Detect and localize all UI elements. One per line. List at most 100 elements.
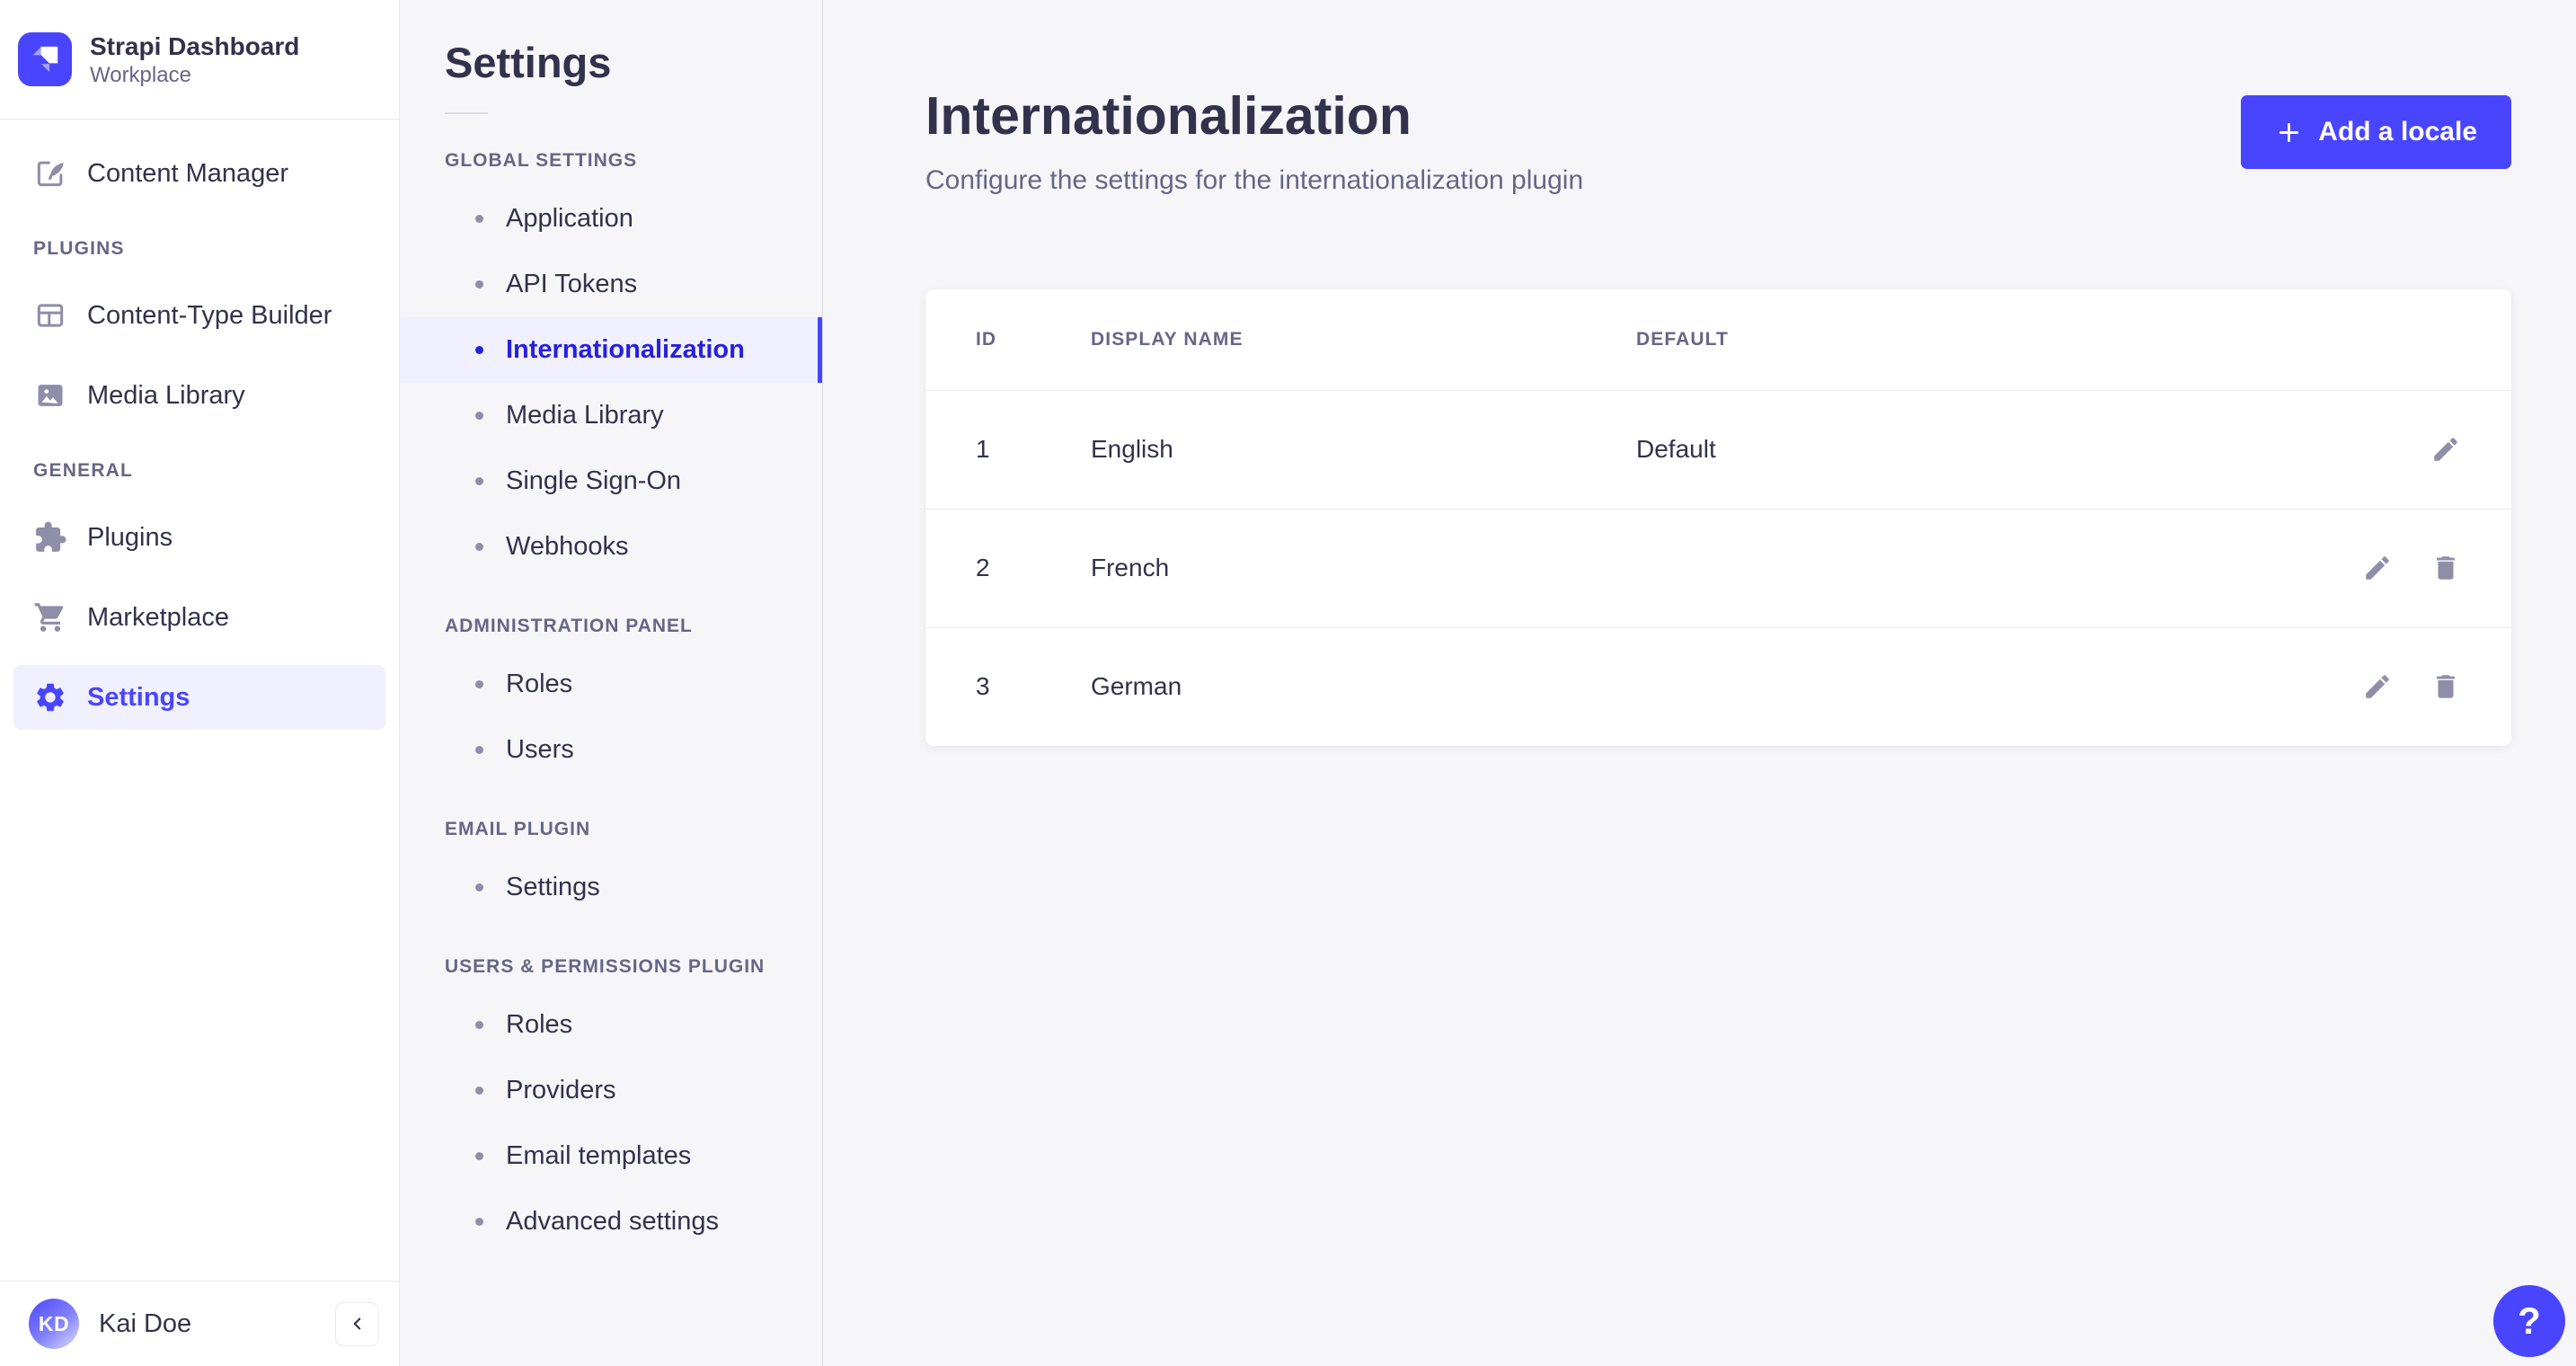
- subnav-section-email-plugin: EMAIL PLUGIN Settings: [400, 819, 822, 920]
- edit-locale-button[interactable]: [2362, 671, 2393, 702]
- subnav-title: Settings: [445, 39, 612, 86]
- row-actions: [2335, 671, 2461, 702]
- trash-icon: [2437, 675, 2455, 699]
- subnav-item-api-tokens[interactable]: API Tokens: [400, 252, 822, 317]
- column-header-default: DEFAULT: [1636, 328, 1729, 350]
- subnav-section-global-settings: GLOBAL SETTINGS Application API Tokens I…: [400, 150, 822, 580]
- table-row[interactable]: 3 German: [925, 626, 2511, 746]
- subnav-section-label: EMAIL PLUGIN: [445, 819, 591, 839]
- table-row[interactable]: 1 English Default: [925, 389, 2511, 509]
- sidebar-item-settings[interactable]: Settings: [13, 665, 385, 730]
- edit-icon: [2366, 675, 2389, 699]
- question-mark-icon: ?: [2518, 1299, 2541, 1342]
- divider: [445, 112, 488, 114]
- table-header-row: ID DISPLAY NAME DEFAULT: [925, 289, 2511, 390]
- locales-table: ID DISPLAY NAME DEFAULT 1 English Defaul…: [925, 288, 2511, 746]
- trash-icon: [2437, 556, 2455, 581]
- locale-id: 3: [976, 672, 990, 701]
- bullet-icon: [475, 346, 483, 354]
- subnav-item-roles-admin[interactable]: Roles: [400, 652, 822, 717]
- sidebar-item-label: Content-Type Builder: [87, 300, 332, 330]
- subnav-item-media-library[interactable]: Media Library: [400, 383, 822, 448]
- edit-icon: [2434, 438, 2457, 462]
- locale-display-name: French: [1091, 554, 1170, 582]
- add-locale-label: Add a locale: [2318, 117, 2477, 146]
- sidebar-item-label: Marketplace: [87, 602, 229, 632]
- cart-icon: [33, 600, 67, 634]
- column-header-id: ID: [976, 328, 997, 350]
- picture-icon: [33, 378, 67, 412]
- workspace-name: Workplace: [90, 62, 191, 87]
- subnav-section-users-permissions-plugin: USERS & PERMISSIONS PLUGIN Roles Provide…: [400, 956, 822, 1255]
- subnav-item-providers[interactable]: Providers: [400, 1058, 822, 1123]
- bullet-icon: [475, 1218, 483, 1226]
- sidebar-section-general: GENERAL: [33, 460, 134, 481]
- delete-locale-button[interactable]: [2430, 671, 2461, 702]
- locale-display-name: German: [1091, 672, 1182, 701]
- subnav-item-internationalization[interactable]: Internationalization: [400, 317, 822, 383]
- row-actions: [2335, 434, 2461, 465]
- page-subtitle: Configure the settings for the internati…: [925, 164, 1584, 195]
- page-header: Internationalization Configure the setti…: [823, 0, 2576, 196]
- bullet-icon: [475, 746, 483, 754]
- bullet-icon: [475, 883, 483, 891]
- gear-icon: [33, 680, 67, 714]
- table-row[interactable]: 2 French: [925, 508, 2511, 627]
- strapi-logo-icon: [18, 32, 72, 86]
- add-locale-button[interactable]: Add a locale: [2241, 95, 2511, 169]
- collapse-sidebar-button[interactable]: [335, 1301, 379, 1346]
- app-title: Strapi Dashboard: [90, 31, 300, 60]
- divider: [0, 119, 399, 120]
- feather-icon: [33, 156, 67, 191]
- sidebar-footer: KD Kai Doe: [0, 1281, 399, 1366]
- bullet-icon: [475, 1152, 483, 1160]
- locale-default-badge: Default: [1636, 435, 1716, 464]
- subnav-item-email-templates[interactable]: Email templates: [400, 1123, 822, 1189]
- subnav-item-email-settings[interactable]: Settings: [400, 855, 822, 920]
- subnav-section-administration-panel: ADMINISTRATION PANEL Roles Users: [400, 616, 822, 783]
- bullet-icon: [475, 543, 483, 551]
- bullet-icon: [475, 680, 483, 688]
- sidebar-item-marketplace[interactable]: Marketplace: [13, 585, 385, 650]
- delete-locale-button[interactable]: [2430, 553, 2461, 583]
- avatar-initials: KD: [38, 1311, 70, 1335]
- brand[interactable]: Strapi Dashboard Workplace: [0, 0, 399, 119]
- page-title: Internationalization: [925, 86, 1412, 146]
- column-header-display-name: DISPLAY NAME: [1091, 328, 1244, 350]
- bullet-icon: [475, 280, 483, 288]
- sidebar-item-label: Plugins: [87, 522, 173, 552]
- locale-display-name: English: [1091, 435, 1173, 464]
- sidebar-nav: Content Manager PLUGINS Content-Type Bui…: [0, 120, 399, 1281]
- edit-icon: [2366, 556, 2389, 581]
- sidebar-item-label: Settings: [87, 682, 190, 712]
- subnav-item-single-sign-on[interactable]: Single Sign-On: [400, 448, 822, 514]
- subnav-item-webhooks[interactable]: Webhooks: [400, 514, 822, 580]
- subnav-section-label: ADMINISTRATION PANEL: [445, 616, 693, 636]
- subnav-item-advanced-settings[interactable]: Advanced settings: [400, 1189, 822, 1255]
- brand-text: Strapi Dashboard Workplace: [90, 31, 299, 89]
- subnav-item-application[interactable]: Application: [400, 186, 822, 252]
- edit-locale-button[interactable]: [2430, 434, 2461, 465]
- page-header-text: Internationalization Configure the setti…: [925, 86, 1583, 196]
- sidebar-item-content-type-builder[interactable]: Content-Type Builder: [13, 283, 385, 348]
- chevron-left-icon: [346, 1312, 369, 1335]
- sidebar-item-plugins[interactable]: Plugins: [13, 505, 385, 570]
- bullet-icon: [475, 1087, 483, 1095]
- subnav-item-users[interactable]: Users: [400, 717, 822, 783]
- sidebar-section-plugins: PLUGINS: [33, 238, 125, 259]
- help-button[interactable]: ?: [2493, 1285, 2565, 1357]
- subnav-item-roles-up[interactable]: Roles: [400, 992, 822, 1058]
- subnav-section-label: USERS & PERMISSIONS PLUGIN: [445, 956, 766, 977]
- subnav-section-label: GLOBAL SETTINGS: [445, 150, 638, 171]
- bullet-icon: [475, 412, 483, 420]
- sidebar-item-label: Content Manager: [87, 158, 289, 188]
- locale-id: 1: [976, 435, 990, 464]
- avatar[interactable]: KD: [29, 1299, 79, 1349]
- sidebar-item-content-manager[interactable]: Content Manager: [13, 141, 385, 206]
- main-sidebar: Strapi Dashboard Workplace Content Manag…: [0, 0, 400, 1366]
- sidebar-item-media-library[interactable]: Media Library: [13, 363, 385, 428]
- bullet-icon: [475, 215, 483, 223]
- bullet-icon: [475, 477, 483, 485]
- edit-locale-button[interactable]: [2362, 553, 2393, 583]
